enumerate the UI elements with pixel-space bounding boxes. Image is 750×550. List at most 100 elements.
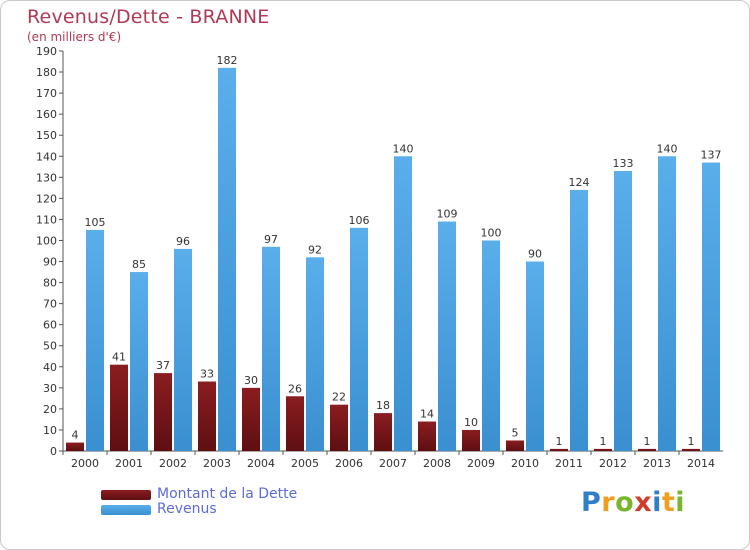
y-tick-label: 20	[43, 403, 57, 416]
y-tick-label: 120	[36, 192, 57, 205]
x-tick-label: 2006	[335, 457, 363, 470]
bar-debt	[594, 448, 612, 451]
bar-debt	[66, 442, 84, 451]
x-tick-label: 2005	[291, 457, 319, 470]
bar-revenue	[306, 257, 324, 451]
logo-letter: i	[675, 487, 686, 518]
data-label-revenue: 137	[701, 149, 722, 162]
bar-revenue	[86, 229, 104, 451]
data-labels: 4105418537963318230972692221061814014109…	[72, 54, 722, 448]
chart-subtitle: (en milliers d'€)	[27, 30, 122, 44]
x-tick-label: 2007	[379, 457, 407, 470]
data-label-debt: 37	[156, 359, 170, 372]
bar-revenue	[614, 171, 632, 451]
proxiti-logo: Proxiti	[581, 487, 685, 518]
data-label-revenue: 182	[217, 54, 238, 67]
y-tick-label: 190	[36, 45, 57, 58]
logo-letter: o	[615, 487, 635, 518]
y-tick-label: 10	[43, 424, 57, 437]
data-label-revenue: 109	[437, 208, 458, 221]
data-label-debt: 1	[644, 435, 651, 448]
bar-revenue	[130, 272, 148, 451]
bar-revenue	[394, 156, 412, 451]
data-label-debt: 14	[420, 408, 434, 421]
legend-swatch-revenue	[101, 505, 151, 515]
bar-revenue	[526, 261, 544, 451]
legend-swatch-debt	[101, 490, 151, 500]
data-label-revenue: 96	[176, 235, 190, 248]
y-tick-label: 180	[36, 66, 57, 79]
bar-debt	[462, 429, 480, 451]
chart-title: Revenus/Dette - BRANNE	[27, 6, 270, 28]
data-label-debt: 1	[600, 435, 607, 448]
bar-revenue	[350, 227, 368, 451]
y-tick-label: 70	[43, 298, 57, 311]
bar-revenue	[482, 240, 500, 451]
bar-debt	[682, 448, 700, 451]
bar-debt	[110, 364, 128, 451]
bar-debt	[418, 421, 436, 451]
bar-debt	[506, 440, 524, 451]
y-tick-label: 140	[36, 150, 57, 163]
data-label-revenue: 140	[393, 142, 414, 155]
bar-debt	[550, 448, 568, 451]
y-tick-label: 30	[43, 382, 57, 395]
bar-debt	[286, 396, 304, 451]
x-tick-label: 2002	[159, 457, 187, 470]
logo-letter: x	[634, 487, 653, 518]
data-label-revenue: 133	[613, 157, 634, 170]
x-tick-label: 2013	[643, 457, 671, 470]
data-label-revenue: 85	[132, 258, 146, 271]
logo-letter: r	[601, 487, 616, 518]
data-label-debt: 1	[688, 435, 695, 448]
bars	[66, 67, 720, 451]
data-label-revenue: 92	[308, 243, 322, 256]
x-tick-label: 2011	[555, 457, 583, 470]
data-label-debt: 5	[512, 426, 519, 439]
bar-revenue	[438, 221, 456, 451]
legend-label-revenue: Revenus	[157, 501, 217, 517]
bar-debt	[330, 404, 348, 451]
data-label-revenue: 106	[349, 214, 370, 227]
x-tick-label: 2012	[599, 457, 627, 470]
data-label-debt: 33	[200, 368, 214, 381]
bar-debt	[374, 413, 392, 451]
x-tick-label: 2009	[467, 457, 495, 470]
bar-debt	[638, 448, 656, 451]
bar-debt	[154, 373, 172, 451]
x-tick-label: 2001	[115, 457, 143, 470]
x-tick-label: 2014	[687, 457, 715, 470]
y-tick-label: 50	[43, 340, 57, 353]
x-tick-label: 2003	[203, 457, 231, 470]
y-tick-label: 60	[43, 319, 57, 332]
x-tick-label: 2004	[247, 457, 275, 470]
y-tick-label: 160	[36, 108, 57, 121]
bar-revenue	[262, 246, 280, 451]
y-tick-label: 0	[50, 445, 57, 458]
y-tick-label: 150	[36, 129, 57, 142]
data-label-debt: 1	[556, 435, 563, 448]
y-axis: 0 10 20 30 40 50 60 70 80 90 100 110 120 130 140 150 160…	[36, 45, 64, 458]
logo-letter: P	[581, 487, 602, 518]
bar-revenue	[218, 67, 236, 451]
y-tick-label: 90	[43, 256, 57, 269]
data-label-debt: 26	[288, 382, 302, 395]
x-tick-label: 2010	[511, 457, 539, 470]
data-label-debt: 41	[112, 351, 126, 364]
data-label-revenue: 100	[481, 226, 502, 239]
x-tick-label: 2008	[423, 457, 451, 470]
y-tick-label: 80	[43, 277, 57, 290]
bar-debt	[198, 381, 216, 451]
bar-revenue	[174, 248, 192, 451]
data-label-revenue: 140	[657, 142, 678, 155]
y-tick-label: 40	[43, 361, 57, 374]
data-label-debt: 30	[244, 374, 258, 387]
data-label-revenue: 97	[264, 233, 278, 246]
logo-letter: i	[652, 487, 662, 518]
y-tick-label: 100	[36, 234, 57, 247]
bar-revenue	[702, 162, 720, 451]
data-label-revenue: 105	[85, 216, 106, 229]
bar-revenue	[570, 189, 588, 451]
